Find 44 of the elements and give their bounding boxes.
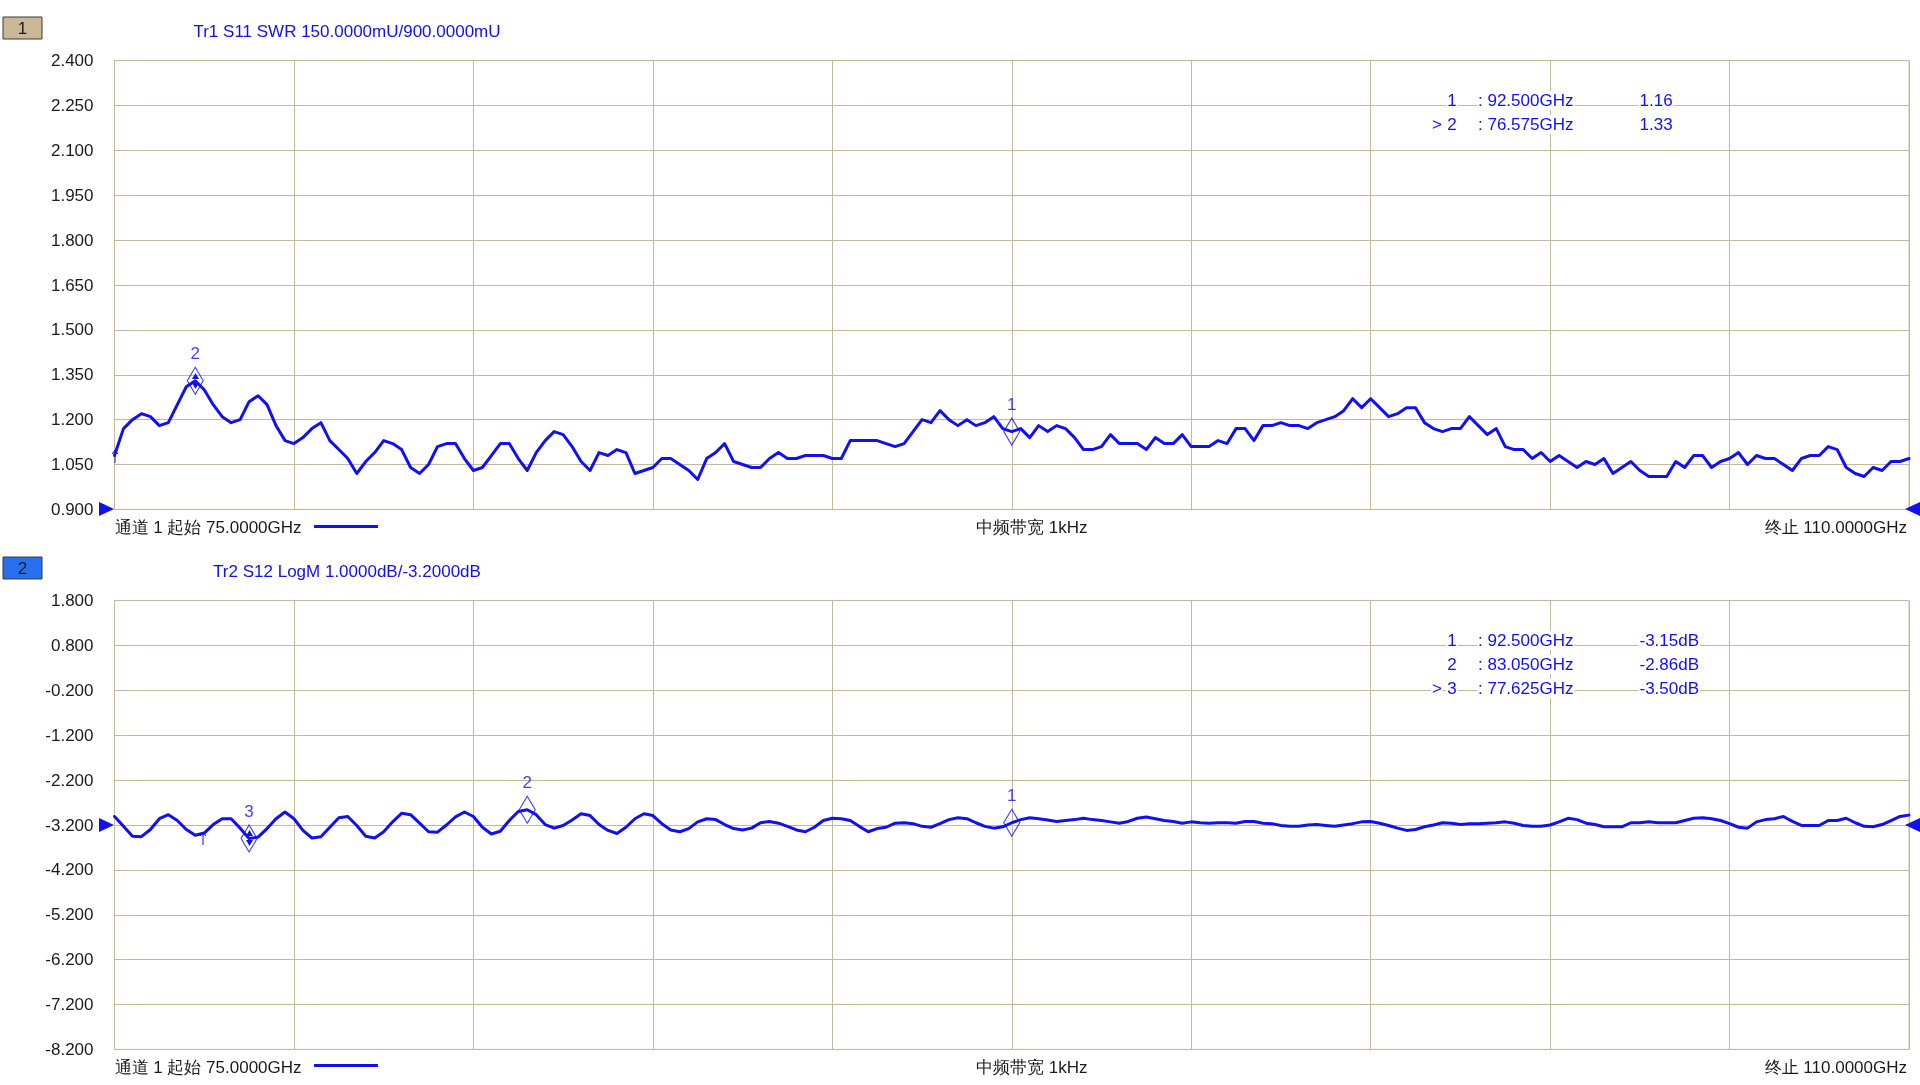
text: : 92.500GHz 1.16: [1478, 90, 1673, 110]
y-tick-label: 1.800: [50, 591, 94, 611]
annotation: 2: [1447, 654, 1457, 674]
annotation: 3: [244, 802, 254, 822]
y-tick-label: 0.800: [50, 635, 94, 655]
y-tick-label: 2.100: [50, 140, 94, 160]
annotation: 2: [522, 773, 532, 793]
y-tick-label: -5.200: [45, 905, 94, 925]
text: 中频带宽 1kHz: [976, 1058, 1088, 1077]
y-tick-label: 2.400: [50, 51, 94, 71]
y-tick-label: 1.500: [50, 320, 94, 340]
text: 通道 1 起始 75.0000GHz: [114, 518, 302, 537]
y-tick-label: -1.200: [45, 725, 94, 745]
annotation: 1: [1007, 786, 1017, 806]
text: 终止 110.0000GHz: [1764, 518, 1907, 537]
y-tick-label: 1.800: [50, 230, 94, 250]
annotation: 1: [1447, 90, 1457, 110]
y-tick-label: -7.200: [45, 995, 94, 1015]
y-tick-label: -6.200: [45, 950, 94, 970]
text: 终止 110.0000GHz: [1764, 1058, 1907, 1077]
y-tick-label: 1.350: [50, 365, 94, 385]
text: : 83.050GHz -2.86dB: [1478, 654, 1700, 674]
chart-title: Tr2 S12 LogM 1.0000dB/-3.2000dB: [213, 561, 481, 581]
annotation: 2: [190, 344, 200, 364]
text: 通道 1 起始 75.0000GHz: [114, 1058, 302, 1077]
text: > 3 : 77.625GHz -3.50dB: [1432, 678, 1700, 698]
y-tick-label: 2.250: [50, 95, 94, 115]
annotation: 1: [1007, 395, 1017, 415]
y-tick-label: -8.200: [45, 1039, 94, 1059]
y-tick-label: 1.950: [50, 185, 94, 205]
y-tick-label: 0.900: [50, 499, 94, 519]
y-tick-label: -4.200: [45, 860, 94, 880]
chart-title: Tr1 S11 SWR 150.0000mU/900.0000mU: [193, 21, 501, 41]
y-tick-label: 1.650: [50, 275, 94, 295]
y-tick-label: -0.200: [45, 680, 94, 700]
text: 2: [17, 558, 28, 578]
text: 中频带宽 1kHz: [976, 518, 1088, 537]
text: 1: [17, 18, 28, 38]
y-tick-label: 1.200: [50, 410, 94, 430]
y-tick-label: -3.200: [45, 815, 94, 835]
text: > 2 : 76.575GHz 1.33: [1432, 114, 1673, 134]
y-tick-label: 1.050: [50, 455, 94, 475]
y-tick-label: -2.200: [45, 770, 94, 790]
text: 1 : 92.500GHz -3.15dB: [1447, 630, 1700, 650]
